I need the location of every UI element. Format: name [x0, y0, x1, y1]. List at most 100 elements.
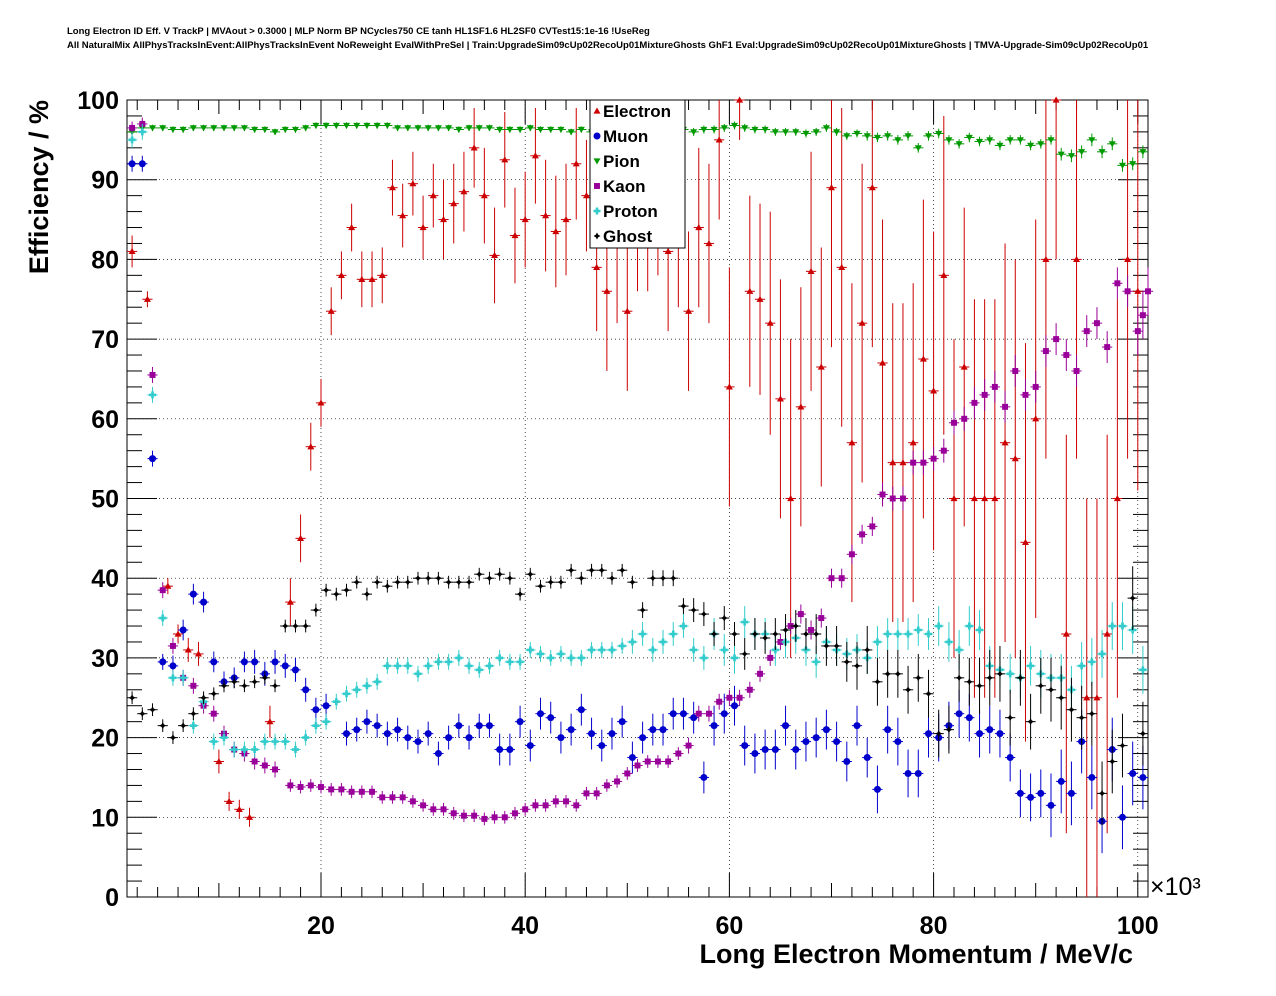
data-point — [540, 798, 551, 812]
marker — [961, 415, 968, 422]
marker — [302, 622, 310, 630]
data-point — [331, 587, 342, 601]
marker — [1067, 789, 1075, 797]
data-point — [862, 626, 873, 674]
marker — [792, 622, 800, 630]
marker — [1098, 789, 1106, 797]
marker — [343, 586, 351, 594]
data-point — [765, 649, 776, 666]
data-point — [811, 717, 822, 758]
data-point — [964, 657, 975, 706]
data-point — [652, 755, 664, 768]
marker — [291, 746, 299, 754]
marker — [802, 130, 810, 137]
data-point — [1137, 701, 1148, 766]
marker — [894, 670, 902, 678]
marker — [976, 138, 984, 145]
marker — [802, 738, 810, 746]
marker — [894, 137, 902, 144]
data-point — [290, 126, 301, 133]
marker — [792, 129, 800, 136]
marker — [797, 611, 804, 618]
data-point — [790, 127, 801, 136]
marker — [608, 574, 616, 582]
data-point — [795, 604, 806, 624]
data-point — [443, 653, 454, 670]
marker — [1088, 137, 1096, 144]
data-point — [514, 587, 526, 601]
data-point — [269, 128, 281, 136]
data-point — [530, 107, 541, 204]
marker — [833, 129, 841, 136]
data-point — [948, 410, 960, 435]
data-point — [872, 765, 883, 814]
marker — [853, 662, 861, 670]
marker — [1052, 96, 1060, 103]
marker — [761, 634, 769, 642]
marker — [271, 658, 279, 666]
data-point — [1056, 665, 1067, 730]
marker — [746, 686, 753, 693]
data-point — [310, 122, 321, 130]
data-point — [269, 733, 281, 750]
data-point — [657, 570, 669, 587]
y-tick-label: 100 — [77, 87, 119, 115]
marker — [475, 125, 483, 132]
data-point — [188, 583, 199, 605]
marker — [1053, 336, 1060, 343]
marker — [465, 125, 473, 132]
marker — [807, 267, 815, 274]
marker — [818, 615, 825, 622]
data-point — [525, 729, 536, 762]
data-point — [1096, 145, 1108, 159]
marker — [608, 730, 616, 738]
marker — [1073, 255, 1081, 263]
data-point — [157, 610, 168, 627]
marker — [1047, 686, 1055, 694]
marker — [272, 766, 279, 773]
marker — [445, 658, 453, 666]
x-tick-label: 40 — [511, 912, 539, 940]
marker — [348, 788, 355, 795]
marker — [251, 746, 259, 754]
data-point — [606, 571, 618, 585]
marker — [526, 125, 534, 132]
data-point — [453, 575, 464, 589]
data-point — [1035, 139, 1046, 149]
data-point — [494, 126, 505, 133]
marker — [481, 815, 488, 822]
marker — [179, 722, 187, 730]
marker — [940, 447, 947, 454]
marker — [445, 578, 453, 586]
data-point — [841, 741, 852, 782]
marker — [981, 391, 988, 398]
chart-title-line-1: Long Electron ID Eff. V TrackP | MVAout … — [67, 26, 650, 37]
data-point — [571, 107, 582, 220]
marker — [1012, 368, 1019, 374]
marker — [378, 271, 386, 278]
data-point — [989, 370, 1000, 403]
data-point — [331, 122, 342, 130]
data-point — [668, 570, 679, 587]
marker — [588, 566, 596, 574]
marker — [1057, 694, 1065, 702]
marker — [894, 738, 902, 746]
y-tick-label: 70 — [91, 326, 119, 354]
data-point — [714, 100, 725, 220]
marker — [332, 122, 340, 130]
marker — [782, 626, 790, 634]
marker — [149, 706, 157, 714]
data-point — [867, 516, 878, 536]
data-point — [285, 779, 296, 792]
data-point — [167, 637, 179, 654]
marker — [838, 575, 845, 582]
marker — [736, 96, 744, 103]
data-point — [846, 544, 858, 564]
data-point — [1020, 378, 1031, 411]
data-point — [372, 575, 383, 589]
marker — [879, 491, 886, 498]
marker — [924, 730, 932, 738]
marker — [455, 578, 463, 586]
marker — [169, 126, 177, 133]
data-point — [1056, 147, 1067, 161]
